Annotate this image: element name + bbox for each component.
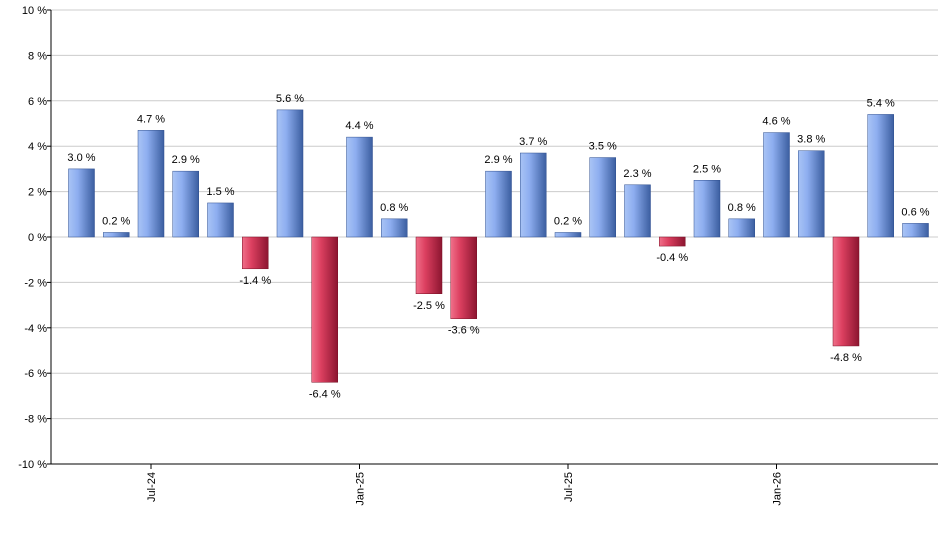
bar: [137, 130, 165, 238]
data-label: 3.5 %: [589, 141, 617, 153]
data-label: 3.7 %: [519, 136, 547, 148]
data-label: 2.9 %: [172, 154, 200, 166]
x-tick-label: Jul-24: [146, 472, 158, 502]
bar: [798, 150, 825, 238]
data-label: 2.5 %: [693, 163, 721, 175]
y-tick-label: 0 %: [28, 232, 47, 244]
y-tick-label: 10 %: [22, 5, 47, 17]
bar: [207, 202, 234, 238]
y-tick-label: 2 %: [28, 187, 47, 199]
data-label: -0.4 %: [656, 252, 688, 264]
bar: [276, 109, 304, 238]
data-label: -1.4 %: [239, 275, 271, 287]
data-label: 0.2 %: [554, 215, 582, 227]
bar: [520, 152, 547, 238]
data-label: -3.6 %: [448, 325, 480, 337]
bar: [867, 114, 894, 238]
x-tick-label: Jan-25: [355, 472, 367, 506]
data-label: 3.0 %: [67, 152, 95, 164]
data-label: 3.8 %: [797, 134, 825, 146]
bar: [172, 170, 199, 238]
x-axis-tick-labels: Jul-24 Jan-25 Jul-25 Jan-26: [146, 472, 784, 506]
y-tick-label: -6 %: [24, 368, 47, 380]
x-tick-label: Jul-25: [563, 472, 575, 502]
y-tick-label: 6 %: [28, 96, 47, 108]
bar: [381, 218, 408, 238]
bar: [68, 168, 95, 238]
bar: [450, 236, 477, 319]
data-label: 0.2 %: [102, 215, 130, 227]
bar: [554, 232, 582, 238]
y-tick-label: 4 %: [28, 141, 47, 153]
data-label: 4.7 %: [137, 113, 165, 125]
bar: [589, 157, 616, 238]
y-tick-label: -2 %: [24, 277, 47, 289]
data-label: 0.6 %: [901, 206, 929, 218]
y-tick-label: -10 %: [18, 459, 47, 471]
data-label: -2.5 %: [413, 300, 445, 312]
data-label: 4.4 %: [345, 120, 373, 132]
bar: [902, 223, 929, 238]
bar: [728, 218, 755, 238]
data-label: 2.9 %: [484, 154, 512, 166]
y-tick-label: -8 %: [24, 414, 47, 426]
bar: [693, 180, 721, 238]
y-axis-tick-labels: 10 % 8 % 6 % 4 % 2 % 0 % -2 % -4 % -6 % -8 % -10 %: [18, 5, 47, 471]
bar: [103, 232, 130, 238]
bar: [415, 236, 443, 294]
y-tick-label: 8 %: [28, 50, 47, 62]
bar: [659, 236, 686, 247]
bar: [624, 184, 651, 238]
bar: [832, 236, 860, 347]
data-label: 0.8 %: [380, 202, 408, 214]
data-labels: 3.0 % 0.2 % 4.7 % 2.9 % 1.5 % -1.4 % 5.6 % -6.4…: [67, 93, 929, 400]
bar: [242, 236, 269, 270]
x-tick-label: Jan-26: [772, 472, 784, 506]
axes: [50, 10, 938, 469]
data-label: -4.8 %: [830, 352, 862, 364]
data-label: -6.4 %: [309, 388, 341, 400]
data-label: 2.3 %: [623, 168, 651, 180]
bar: [346, 136, 373, 238]
data-label: 5.4 %: [867, 97, 895, 109]
data-label: 1.5 %: [206, 186, 234, 198]
data-label: 4.6 %: [762, 116, 790, 128]
bars: [68, 109, 929, 383]
bar: [763, 132, 790, 238]
bar: [485, 170, 512, 238]
bar: [311, 236, 338, 383]
data-label: 5.6 %: [276, 93, 304, 105]
y-tick-label: -4 %: [24, 323, 47, 335]
data-label: 0.8 %: [728, 202, 756, 214]
